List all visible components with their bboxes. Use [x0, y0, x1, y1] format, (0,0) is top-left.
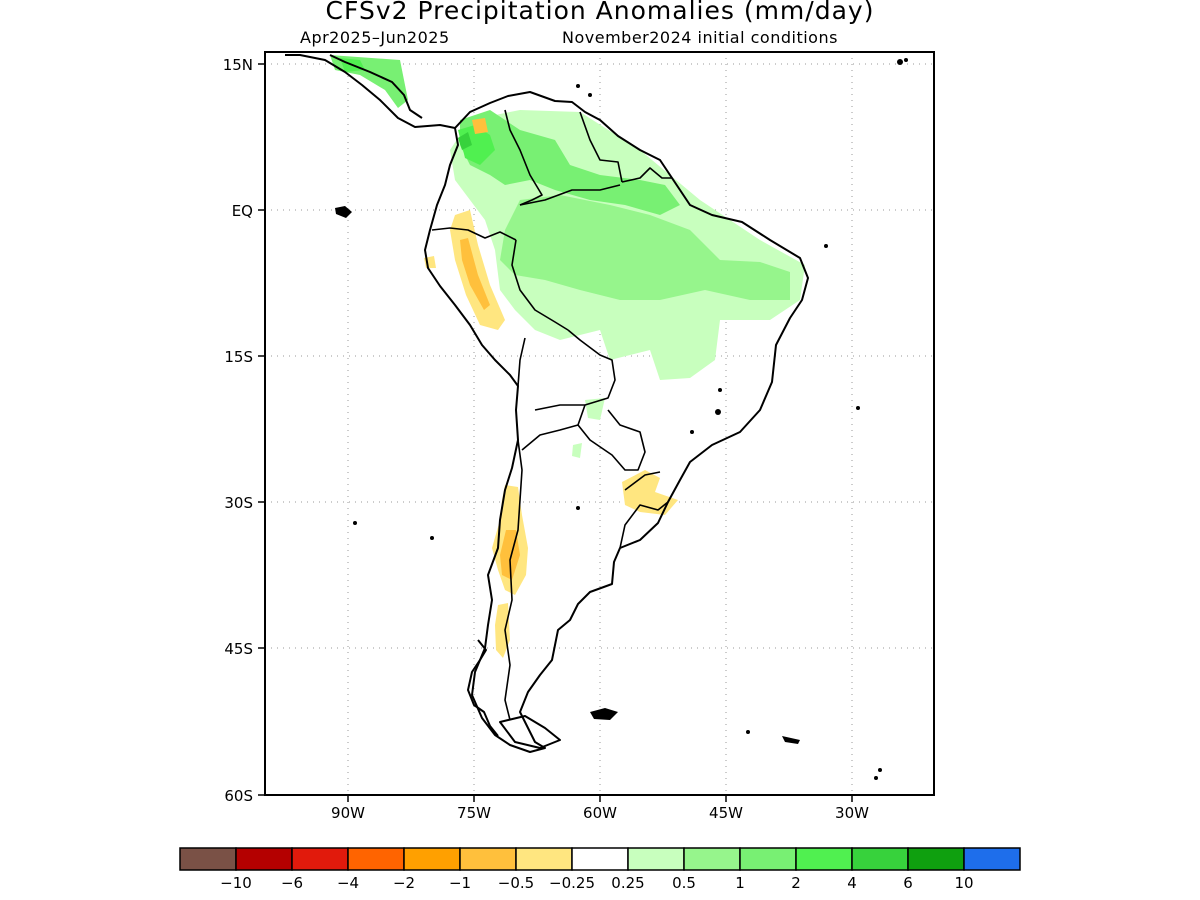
colorbar-swatch — [739, 847, 797, 871]
colorbar-swatch — [963, 847, 1021, 871]
colorbar-label: 2 — [791, 874, 801, 892]
lat-label: EQ — [232, 202, 253, 220]
colorbar-label: 10 — [954, 874, 973, 892]
border-bolivia-brazil — [567, 329, 616, 406]
lon-label: 75W — [457, 804, 491, 822]
colorbar-swatch — [683, 847, 741, 871]
wet-region-central-america — [330, 55, 408, 108]
border-peru-bolivia — [517, 337, 526, 387]
colorbar-label: −1 — [449, 874, 471, 892]
country-borders — [431, 109, 672, 721]
colorbar-label: −10 — [220, 874, 252, 892]
colorbar-swatch — [851, 847, 909, 871]
border-argentina-north — [521, 424, 579, 451]
lat-labels: 15N EQ 15S 30S 45S 60S — [223, 56, 253, 805]
colorbar-label: −6 — [281, 874, 303, 892]
colorbar-swatch — [795, 847, 853, 871]
lon-label: 60W — [583, 804, 617, 822]
border-venezuela-guyana — [579, 111, 623, 183]
colorbar-label: 1 — [735, 874, 745, 892]
colorbar-label: −0.5 — [498, 874, 534, 892]
colorbar-label: −4 — [337, 874, 359, 892]
wet-region-chaco — [572, 443, 582, 458]
coastlines — [285, 54, 809, 753]
colorbar-swatch — [515, 847, 573, 871]
colorbar-swatch — [459, 847, 517, 871]
lat-label: 15S — [224, 348, 253, 366]
wet-region-north — [460, 110, 680, 215]
dry-region-andes-peru-core — [460, 238, 490, 310]
colorbar-label: −2 — [393, 874, 415, 892]
wet-anomaly-fills — [330, 55, 805, 458]
wet-region-amazon-core — [500, 195, 790, 300]
wet-region-panama — [458, 132, 472, 150]
lat-label: 30S — [224, 494, 253, 512]
lon-label: 30W — [835, 804, 869, 822]
map-title: CFSv2 Precipitation Anomalies (mm/day) — [325, 0, 875, 25]
colorbar-swatch — [907, 847, 965, 871]
border-guianas — [621, 167, 672, 183]
lat-label: 45S — [224, 640, 253, 658]
south-georgia-island — [782, 736, 800, 744]
falkland-islands — [590, 708, 618, 720]
colorbar-label: 4 — [847, 874, 857, 892]
dry-region-colombia — [472, 118, 488, 134]
border-paraguay — [577, 404, 646, 471]
border-peru-brazil — [511, 239, 569, 331]
dry-anomaly-fills — [424, 118, 678, 658]
tierra-del-fuego-coast — [499, 715, 561, 749]
lon-label: 45W — [709, 804, 743, 822]
lon-label: 90W — [331, 804, 365, 822]
lon-ticks — [347, 795, 853, 802]
border-ecuador — [431, 227, 517, 241]
border-brazil-north — [519, 184, 621, 206]
colorbar-label: −0.25 — [549, 874, 595, 892]
colorbar-swatch — [403, 847, 461, 871]
lat-label: 15N — [223, 56, 253, 74]
islands — [335, 58, 908, 780]
colorbar-label: 0.5 — [672, 874, 696, 892]
lat-label: 60S — [224, 787, 253, 805]
border-argentina-brazil — [624, 471, 661, 491]
border-bolivia-south — [534, 404, 585, 411]
colorbar-swatch — [627, 847, 685, 871]
colorbar-swatch — [347, 847, 405, 871]
south-america-coast — [424, 91, 809, 753]
colorbar-label: 0.25 — [611, 874, 644, 892]
colorbar-swatch — [291, 847, 349, 871]
initial-conditions-label: November2024 initial conditions — [562, 28, 838, 47]
chilean-fjords — [467, 639, 499, 737]
lon-labels: 90W 75W 60W 45W 30W — [331, 804, 869, 822]
border-colombia-venezuela — [504, 109, 543, 206]
colorbar: −10 −6 −4 −2 −1 −0.5 −0.25 0.25 0.5 1 2 4 6 10 — [179, 847, 1021, 892]
galapagos-islands — [335, 206, 352, 218]
forecast-period: Apr2025–Jun2025 — [300, 28, 450, 47]
colorbar-swatch — [235, 847, 293, 871]
colorbar-swatch — [179, 847, 237, 871]
colorbar-swatch — [571, 847, 629, 871]
border-chile-argentina — [504, 439, 523, 721]
colorbar-label: 6 — [903, 874, 913, 892]
central-america-coast — [285, 54, 456, 129]
lat-ticks — [258, 63, 265, 796]
border-uruguay — [619, 501, 669, 549]
